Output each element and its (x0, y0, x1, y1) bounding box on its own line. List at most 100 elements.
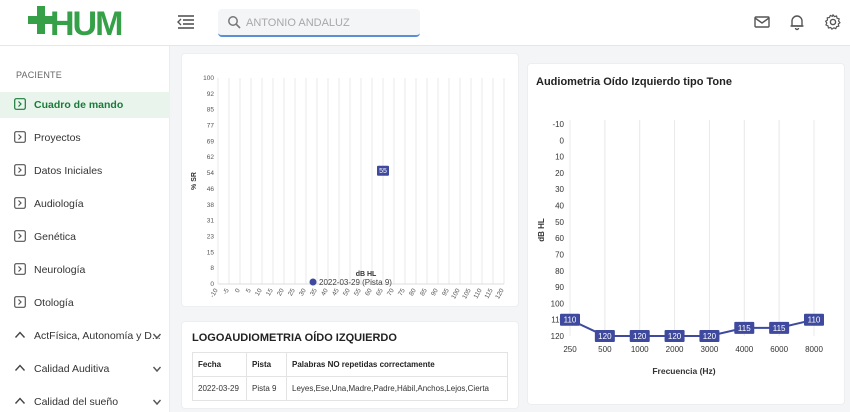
x-tick-label: 75 (397, 287, 407, 297)
expand-box-icon (14, 296, 26, 308)
y-tick-label: 30 (555, 185, 564, 194)
data-point-value: 120 (703, 332, 717, 341)
data-point-marker (560, 313, 580, 326)
y-tick-label: 69 (207, 138, 215, 145)
x-tick-label: -10 (209, 287, 220, 299)
data-point-marker (377, 165, 389, 176)
search-icon (228, 16, 241, 29)
x-tick-label: 95 (441, 287, 451, 297)
sidebar-item-cuadro-de-mando[interactable]: Cuadro de mando (0, 92, 170, 118)
x-tick-label: 6000 (770, 345, 788, 354)
y-tick-label: 77 (207, 123, 215, 130)
sidebar: PACIENTE Cuadro de mando Proyectos Datos I… (0, 46, 170, 412)
data-point-label: 115 (734, 321, 755, 334)
y-axis-title: dB HL (537, 218, 546, 242)
sidebar-item-label: Neurología (34, 264, 86, 276)
sidebar-item-genetica[interactable]: Genética (0, 224, 170, 250)
logoaudiometry-card: LOGOAUDIOMETRIA OÍDO IZQUIERDO Fecha Pis… (182, 322, 518, 408)
x-tick-label: 500 (598, 345, 612, 354)
x-tick-label: 8000 (805, 345, 823, 354)
sidebar-item-neurologia[interactable]: Neurología (0, 257, 170, 283)
y-tick-label: -10 (552, 120, 564, 129)
search-input[interactable] (246, 13, 414, 33)
top-header: HUM (0, 0, 850, 46)
x-tick-label: 50 (342, 287, 352, 297)
x-axis-title: Frecuencia (Hz) (652, 366, 715, 376)
data-point-value: 120 (668, 332, 682, 341)
y-tick-label: 100 (203, 75, 214, 82)
logoaudiometry-title: LOGOAUDIOMETRIA OÍDO IZQUIERDO (192, 332, 397, 344)
data-point-value: 55 (379, 168, 387, 175)
column-header-pista: Pista (246, 352, 287, 377)
table-row: 2022-03-29 Pista 9 Leyes,Ese,Una,Madre,P… (192, 376, 508, 401)
sidebar-group-calidad-auditiva[interactable]: Calidad Auditiva (0, 356, 170, 382)
expand-box-icon (14, 230, 26, 242)
sidebar-item-otologia[interactable]: Otología (0, 290, 170, 316)
x-tick-label: 40 (320, 287, 330, 297)
sidebar-item-proyectos[interactable]: Proyectos (0, 125, 170, 151)
data-point-label: 110 (560, 313, 580, 326)
table-header-row: Fecha Pista Palabras NO repetidas correc… (192, 352, 508, 377)
menu-collapse-icon[interactable] (176, 13, 196, 31)
bell-icon[interactable] (788, 13, 806, 31)
x-tick-label: 5 (245, 287, 253, 294)
y-tick-label: 40 (555, 202, 564, 211)
chevron-down-icon[interactable] (152, 331, 162, 341)
y-tick-label: 50 (555, 218, 564, 227)
chevron-down-icon[interactable] (152, 364, 162, 374)
y-tick-label: 31 (207, 218, 215, 225)
legend-marker (309, 278, 317, 286)
sidebar-group-calidad-del-sueno[interactable]: Calidad del sueño (0, 389, 170, 412)
y-tick-label: 46 (207, 186, 215, 193)
mail-icon[interactable] (753, 13, 771, 31)
gear-icon[interactable] (824, 13, 842, 31)
hum-logo[interactable]: HUM (26, 2, 146, 40)
data-point-value: 115 (738, 324, 751, 333)
y-tick-label: 23 (207, 233, 215, 240)
expand-box-icon (14, 197, 26, 209)
data-point-marker (664, 330, 685, 342)
sidebar-section-title: PACIENTE (16, 70, 62, 80)
expand-box-icon (14, 263, 26, 275)
data-point-label: 120 (699, 330, 720, 342)
x-tick-label: 110 (472, 287, 483, 300)
y-tick-label: 70 (555, 250, 564, 259)
sidebar-item-label: Datos Iniciales (34, 165, 103, 177)
data-point-value: 120 (598, 332, 612, 341)
cell-fecha: 2022-03-29 (192, 376, 247, 401)
data-point-label: 120 (664, 330, 685, 342)
data-point-label: 120 (629, 330, 650, 342)
y-tick-label: 15 (207, 249, 215, 256)
data-point-marker (804, 313, 824, 326)
patient-search (218, 9, 420, 37)
y-tick-label: 10 (555, 153, 564, 162)
x-tick-label: -5 (222, 287, 231, 296)
data-point-value: 110 (564, 316, 577, 325)
column-header-fecha: Fecha (192, 352, 247, 377)
x-tick-label: 55 (353, 287, 363, 297)
x-tick-label: 10 (254, 287, 264, 297)
sidebar-item-datos-iniciales[interactable]: Datos Iniciales (0, 158, 170, 184)
x-tick-label: 60 (364, 287, 374, 297)
data-point-marker (769, 321, 790, 334)
x-tick-label: 15 (265, 287, 275, 297)
sidebar-item-audiologia[interactable]: Audiología (0, 191, 170, 217)
caret-up-icon (14, 331, 26, 338)
data-point-label: 115 (769, 321, 790, 334)
tone-audiometry-chart: 250 500 1000 2000 3000 4000 6000 8000 -10 0 10 20 30… (537, 120, 824, 376)
y-tick-label: 38 (207, 202, 215, 209)
caret-up-icon (14, 364, 26, 371)
x-tick-label: 115 (483, 287, 494, 300)
expand-box-icon (14, 131, 26, 143)
x-tick-label: 25 (287, 287, 297, 297)
y-tick-label: 120 (551, 332, 565, 341)
data-point-label: 110 (804, 313, 824, 326)
y-axis-title: % SR (191, 172, 198, 190)
logo-text: HUM (50, 5, 122, 40)
x-axis-title: dB HL (356, 271, 377, 278)
sidebar-group-label: ActFísica, Autonomía y D... (34, 330, 161, 342)
x-tick-label: 85 (419, 287, 429, 297)
chevron-down-icon[interactable] (152, 397, 162, 407)
y-tick-label: 20 (555, 169, 564, 178)
sidebar-group-actfisica-autonomia-y-d[interactable]: ActFísica, Autonomía y D... (0, 323, 170, 349)
